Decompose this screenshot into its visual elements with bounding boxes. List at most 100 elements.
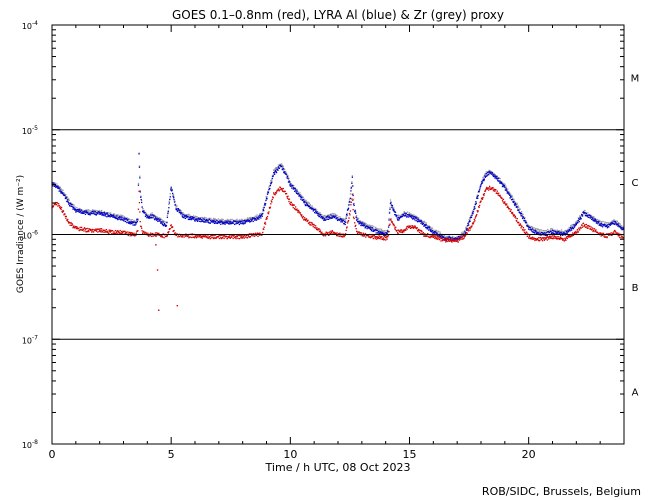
data-point bbox=[553, 235, 556, 238]
data-point bbox=[110, 230, 112, 232]
data-point bbox=[334, 216, 336, 219]
data-point bbox=[371, 227, 374, 229]
data-point bbox=[275, 191, 278, 193]
data-point bbox=[417, 220, 419, 222]
data-point bbox=[530, 229, 533, 231]
data-point bbox=[263, 207, 265, 210]
data-point bbox=[117, 232, 119, 234]
data-point bbox=[326, 232, 329, 235]
data-point bbox=[120, 230, 123, 233]
data-point bbox=[149, 234, 151, 237]
data-point bbox=[267, 212, 269, 214]
data-point bbox=[366, 224, 369, 226]
data-point bbox=[128, 221, 130, 223]
data-point bbox=[285, 173, 288, 175]
data-point bbox=[606, 236, 609, 238]
data-point bbox=[498, 182, 501, 184]
data-point bbox=[501, 182, 503, 184]
data-point bbox=[294, 190, 296, 192]
data-point bbox=[159, 219, 161, 221]
data-point bbox=[621, 225, 623, 227]
data-point bbox=[386, 236, 389, 238]
data-point bbox=[412, 218, 414, 220]
data-point bbox=[483, 178, 486, 180]
data-point bbox=[453, 238, 456, 240]
data-point bbox=[485, 171, 487, 173]
data-point bbox=[257, 218, 259, 220]
data-point bbox=[383, 238, 385, 240]
data-point bbox=[224, 236, 227, 238]
data-point bbox=[118, 218, 120, 220]
data-point bbox=[384, 230, 386, 232]
data-point bbox=[542, 237, 545, 239]
data-point bbox=[507, 192, 509, 194]
data-point bbox=[142, 210, 144, 212]
data-point bbox=[568, 230, 570, 232]
data-point bbox=[214, 220, 217, 223]
data-point bbox=[74, 206, 76, 208]
data-point bbox=[56, 183, 58, 185]
data-point bbox=[355, 215, 357, 218]
data-point bbox=[158, 218, 160, 220]
data-point bbox=[242, 222, 244, 224]
data-point bbox=[501, 197, 503, 199]
data-point bbox=[378, 230, 381, 232]
data-point bbox=[560, 231, 563, 233]
data-point bbox=[157, 217, 159, 219]
data-point bbox=[303, 219, 305, 221]
data-point bbox=[423, 220, 425, 223]
data-point bbox=[569, 227, 571, 229]
data-point bbox=[349, 197, 352, 199]
data-point bbox=[255, 234, 258, 236]
data-point bbox=[569, 229, 571, 231]
data-point bbox=[344, 220, 346, 223]
data-point bbox=[232, 234, 234, 237]
data-point bbox=[271, 179, 273, 181]
data-point bbox=[115, 232, 118, 234]
data-point bbox=[615, 231, 617, 234]
data-point bbox=[208, 218, 210, 221]
data-point bbox=[392, 209, 394, 212]
data-point bbox=[96, 229, 98, 231]
data-point bbox=[419, 229, 422, 232]
data-point bbox=[386, 235, 388, 237]
data-point bbox=[209, 238, 211, 240]
data-point bbox=[454, 240, 456, 242]
data-point bbox=[355, 224, 357, 227]
data-point bbox=[128, 219, 130, 221]
data-point bbox=[464, 231, 466, 233]
data-point bbox=[111, 214, 113, 216]
x-tick-label: 15 bbox=[403, 448, 417, 461]
data-point bbox=[98, 211, 100, 213]
data-point bbox=[499, 177, 501, 180]
data-point bbox=[519, 223, 521, 225]
data-point bbox=[514, 202, 517, 205]
data-point bbox=[339, 216, 341, 218]
data-point bbox=[171, 189, 173, 191]
data-point bbox=[597, 233, 599, 235]
data-point bbox=[124, 232, 127, 235]
data-point bbox=[586, 215, 588, 217]
data-point bbox=[507, 191, 509, 193]
data-point bbox=[301, 214, 303, 216]
data-point bbox=[521, 213, 523, 216]
data-point bbox=[239, 235, 241, 237]
data-point bbox=[622, 226, 624, 228]
data-point bbox=[545, 237, 548, 239]
data-point bbox=[494, 190, 496, 192]
data-point bbox=[566, 232, 568, 234]
data-point bbox=[161, 234, 163, 237]
data-point bbox=[371, 225, 374, 227]
data-point bbox=[187, 214, 189, 216]
data-point bbox=[104, 215, 107, 217]
data-point bbox=[51, 205, 54, 207]
data-point bbox=[251, 235, 253, 237]
data-point bbox=[456, 239, 458, 241]
data-point bbox=[587, 214, 589, 216]
data-point bbox=[105, 230, 107, 233]
data-point bbox=[579, 216, 581, 219]
data-point bbox=[60, 192, 62, 194]
data-point bbox=[70, 222, 72, 224]
data-point bbox=[614, 223, 616, 225]
data-point bbox=[130, 232, 132, 234]
